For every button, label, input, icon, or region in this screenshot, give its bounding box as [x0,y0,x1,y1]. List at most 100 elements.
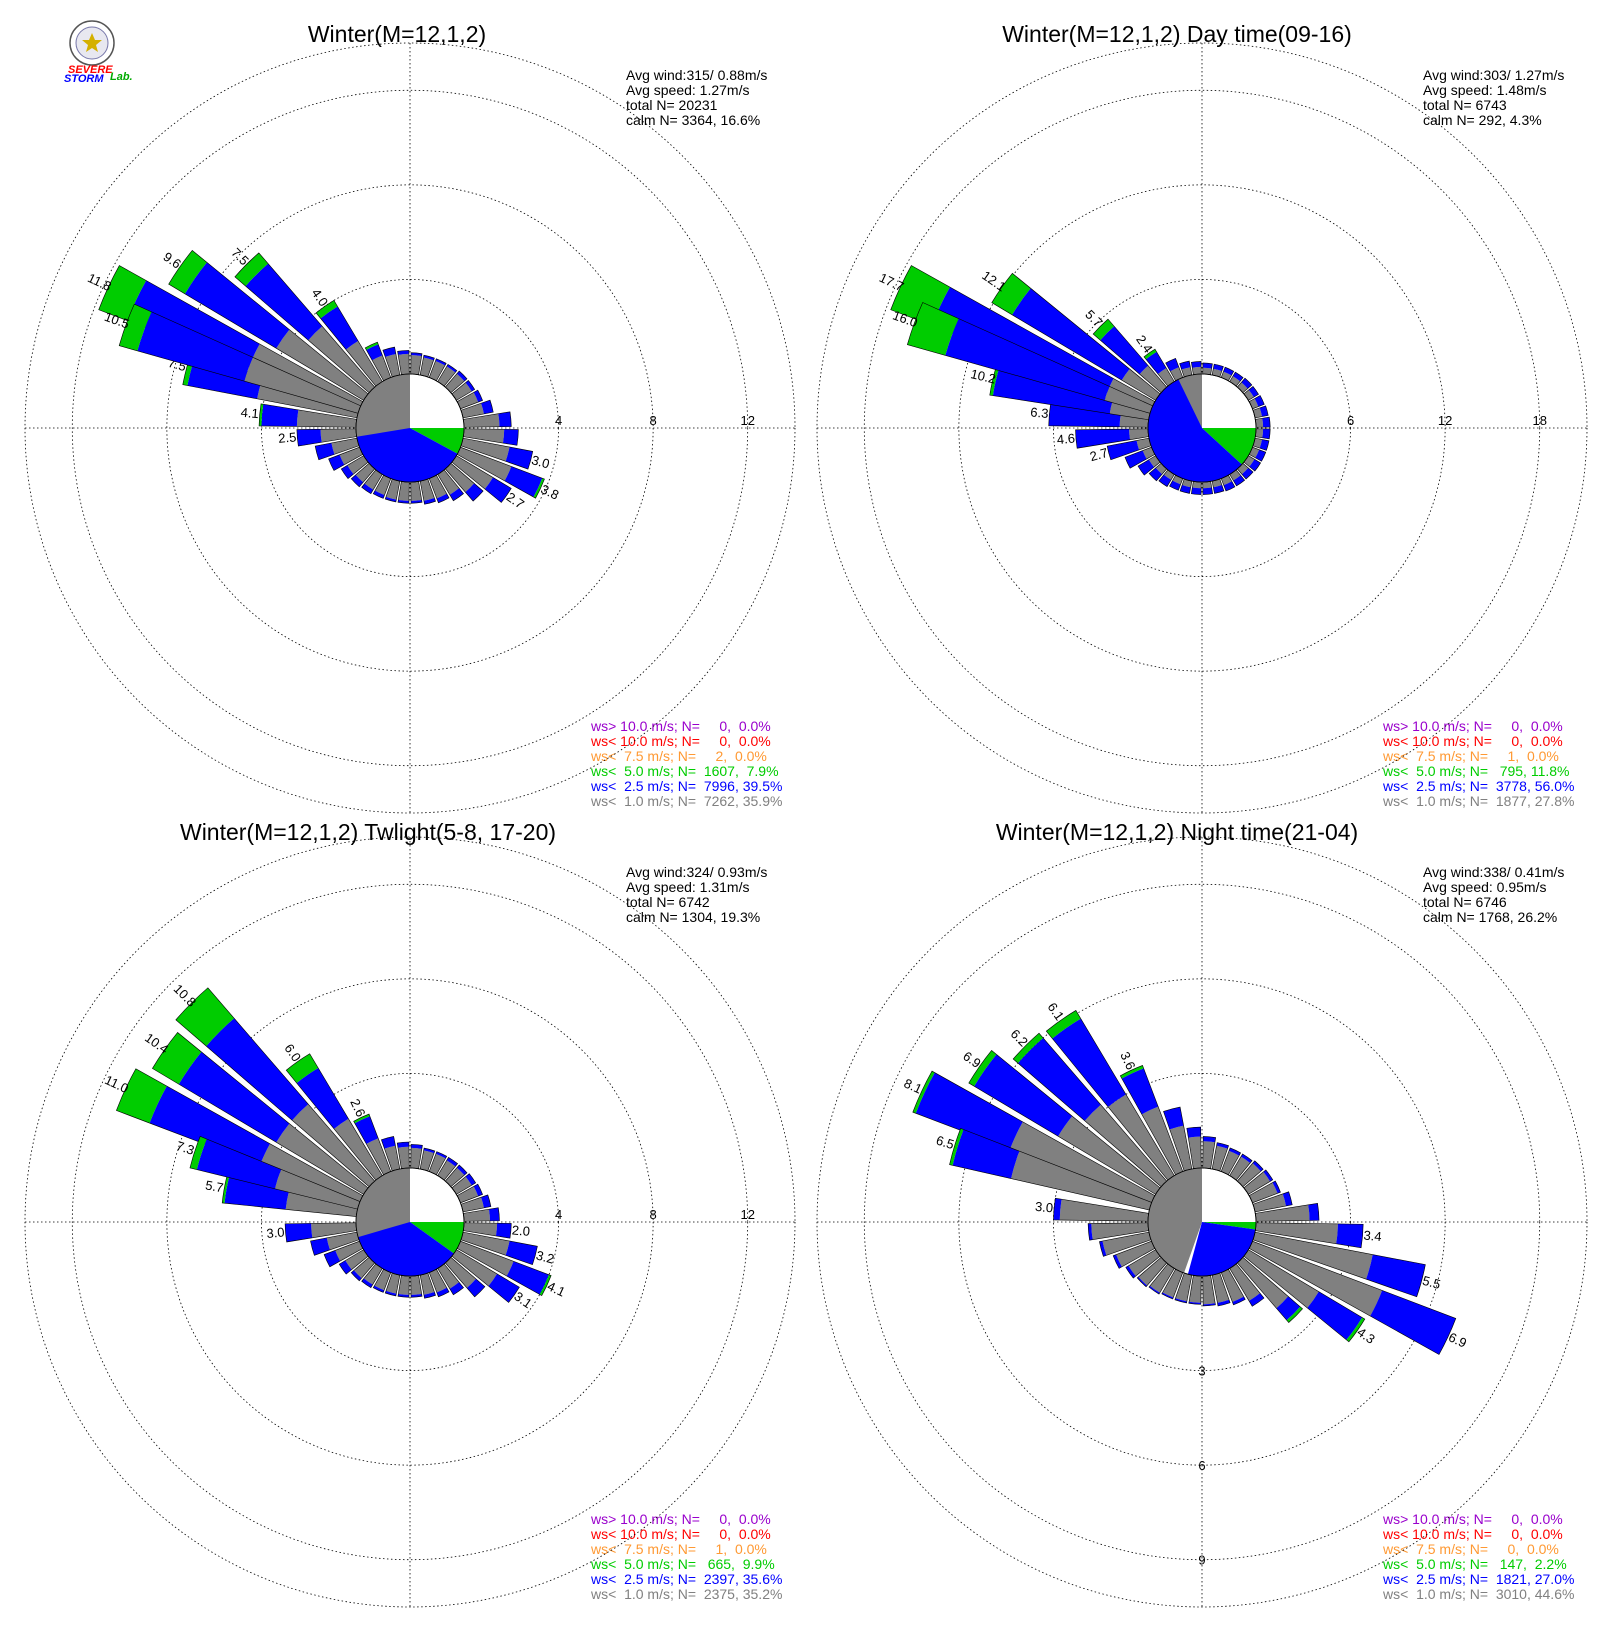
speed-ring [71,883,749,1561]
legend-entry: ws< 2.5 m/s; N= 7996, 39.5% [590,778,782,794]
wind-sector-bar [1254,416,1271,428]
wind-sector-bar: 5.5 [1252,1231,1442,1298]
sector-segment-gray [1237,1163,1261,1187]
sector-value-label: 2.0 [511,1222,530,1239]
sector-segment-gray [1202,1275,1216,1305]
ring-tick-label: 12 [1438,413,1452,428]
sector-segment-blue [1259,405,1269,417]
sector-value-label: 4.6 [1056,431,1075,448]
sector-segment-gray [445,463,475,493]
sector-segment-gray [398,1275,410,1295]
sector-segment-blue [320,306,359,350]
sector-segment-gray [457,392,479,409]
sector-segment-green [1093,319,1115,341]
sector-segment-blue [1145,351,1167,374]
sector-segment-green [1286,1306,1303,1323]
ring-tick-label: 4 [555,413,562,428]
sector-segment-gray [1229,469,1241,481]
sector-segment-gray [457,447,512,481]
sector-segment-blue [449,1282,464,1295]
sector-segment-blue [931,287,1114,393]
calm-pie-slice-green [410,1222,464,1254]
sector-segment-gray [1255,1204,1310,1222]
sector-segment-gray [296,409,357,428]
stat-calm-n: calm N= 292, 4.3% [1423,112,1542,128]
sector-segment-blue [341,465,354,479]
sector-segment-blue [1223,481,1235,492]
sector-segment-blue [1213,484,1224,494]
sector-segment-gray [1011,1151,1152,1211]
sector-value-label: 6.9 [1446,1329,1469,1350]
sector-segment-blue [423,497,436,505]
speed-ring [71,89,749,767]
sector-segment-blue [456,371,467,382]
sector-segment-blue [498,411,512,427]
sector-segment-blue [1053,1198,1062,1221]
sector-segment-blue [373,490,385,499]
speed-ring [166,978,654,1466]
sector-segment-green [1046,1010,1081,1039]
stat-avg-wind: Avg wind:315/ 0.88m/s [626,67,767,83]
calm-pie-slice-gray [355,1168,410,1255]
stat-avg-speed: Avg speed: 1.27m/s [626,82,749,98]
sector-segment-gray [260,1143,363,1203]
sector-segment-gray [1212,1145,1228,1172]
sector-segment-gray [372,355,391,381]
sector-segment-gray [410,355,422,375]
legend-entry: ws< 7.5 m/s; N= 0, 0.0% [1382,1541,1559,1557]
wind-sector-bar: 5.7 [204,1175,359,1217]
sector-segment-gray [1121,368,1161,401]
sector-segment-gray [1255,428,1264,438]
wind-sector-bar: 4.1 [240,403,358,428]
sector-segment-blue [184,262,290,349]
legend-entry: ws< 2.5 m/s; N= 3778, 56.0% [1382,778,1574,794]
logo-severe-text: SEVERE [68,64,113,76]
panel-title: Winter(M=12,1,2) Twlight(5-8, 17-20) [180,819,556,845]
sector-segment-blue [1233,475,1245,486]
wind-sector-bar [419,1147,436,1172]
calm-pie-outline [355,373,465,483]
wind-rose-panel-day-time: Winter(M=12,1,2) Day time(09-16) Avg win… [816,21,1588,814]
wind-sector-bar: 6.1 [1045,1000,1175,1181]
sector-segment-blue [196,1139,282,1189]
wind-sector-bar [1188,1274,1202,1305]
sector-segment-blue [296,1067,349,1129]
sector-segment-green [98,265,147,321]
sector-segment-gray [1229,376,1241,387]
wind-sector-bar [462,1207,500,1222]
sector-segment-gray [385,354,400,378]
sector-segment-blue [1259,439,1269,451]
sector-segment-green [316,300,338,319]
ring-tick-label: 4 [555,1207,562,1222]
wind-sector-bar [410,1274,423,1298]
wind-sector-bar: 2.0 [462,1222,531,1239]
sector-segment-gray [292,1104,375,1187]
wind-sector-bar: 2.6 [347,1096,392,1176]
sector-segment-gray [1237,1257,1289,1309]
wind-sector-bar [1202,362,1213,376]
sector-segment-blue [1232,1296,1246,1305]
sector-segment-gray [420,1150,434,1172]
sector-segment-blue [1254,395,1265,407]
sector-value-label: 8.1 [902,1075,925,1096]
sector-segment-gray [1243,1249,1319,1308]
sector-value-label: 3.6 [1117,1049,1138,1072]
speed-ring [863,883,1541,1561]
calm-pie-slice-green [410,428,465,454]
speed-ring [261,279,559,577]
sector-segment-blue [435,358,447,366]
sector-segment-blue [484,477,512,503]
sector-segment-green [907,302,959,356]
sector-segment-gray [1212,478,1222,488]
sector-segment-blue [423,1148,435,1154]
sector-segment-gray [1181,367,1192,378]
sector-segment-gray [1139,365,1167,393]
sector-segment-blue [1138,459,1155,476]
sector-segment-gray [1138,1257,1167,1286]
wind-sector-bar [1191,361,1202,376]
sector-segment-gray [451,455,493,490]
sector-segment-gray [1170,367,1183,381]
wind-sector-bar [310,1231,360,1256]
